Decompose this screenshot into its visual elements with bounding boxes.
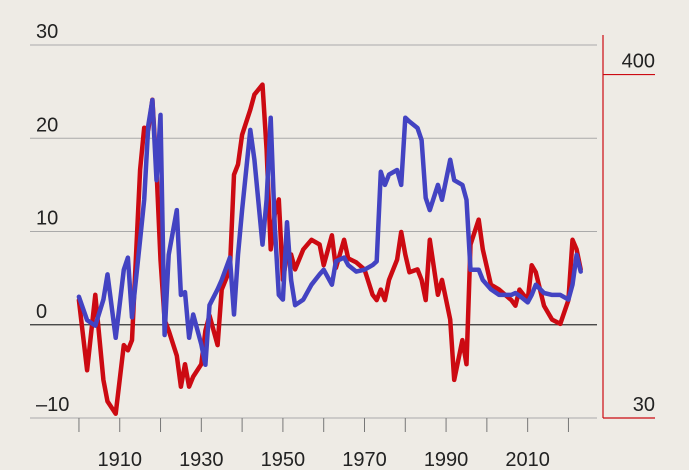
y-tick-label: 10: [36, 208, 58, 230]
x-tick-label: 2010: [505, 449, 550, 470]
series-line: [76, 97, 583, 368]
x-tick-label: 1910: [97, 449, 142, 470]
y2-tick-label: 400: [622, 51, 655, 73]
y-tick-label: 0: [36, 301, 47, 323]
x-tick-label: 1930: [179, 449, 224, 470]
x-tick-label: 1950: [261, 449, 306, 470]
x-tick-label: 1990: [424, 449, 469, 470]
y-tick-label: –10: [36, 394, 69, 416]
x-tick-label: 1970: [342, 449, 387, 470]
y2-tick-label: 30: [633, 394, 655, 416]
y-tick-label: 30: [36, 21, 58, 43]
y-tick-label: 20: [36, 114, 58, 136]
